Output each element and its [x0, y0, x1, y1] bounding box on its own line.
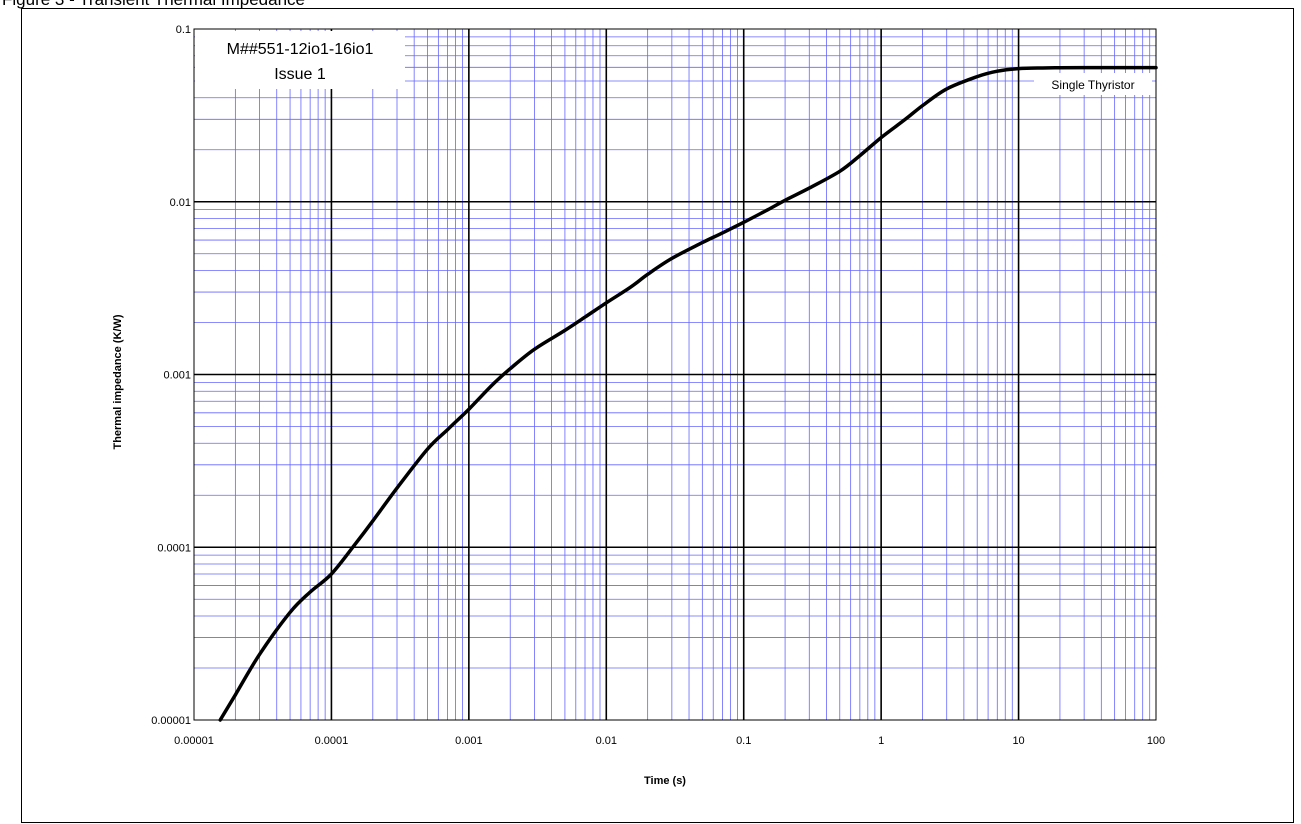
annotation-box	[195, 31, 405, 89]
x-axis-title: Time (s)	[644, 775, 686, 787]
chart-plot: M##551-12io1-16io1 Issue 1 Single Thyris…	[112, 24, 1165, 787]
y-tick-label: 0.01	[170, 197, 191, 209]
series-label-box	[1034, 73, 1152, 95]
series-label-single-thyristor: Single Thyristor	[1051, 78, 1134, 92]
y-axis-tick-labels: 0.00001 0.0001 0.001 0.01 0.1	[151, 24, 191, 727]
y-tick-label: 0.1	[176, 24, 191, 36]
x-tick-label: 0.0001	[315, 735, 349, 747]
y-tick-label: 0.0001	[157, 542, 191, 554]
x-axis-tick-labels: 0.00001 0.0001 0.001 0.01 0.1 1 10 100	[174, 735, 1165, 747]
x-tick-label: 0.00001	[174, 735, 214, 747]
series-line-single-thyristor	[218, 65, 1158, 722]
plot-area-border	[193, 28, 1157, 721]
annotation-part-number: M##551-12io1-16io1	[227, 41, 374, 58]
y-axis-title: Thermal impedance (K/W)	[112, 314, 124, 449]
x-tick-label: 0.1	[736, 735, 751, 747]
chart-frame: M##551-12io1-16io1 Issue 1 Single Thyris…	[21, 8, 1294, 823]
figure-caption: Figure 3 - Transient Thermal Impedance	[2, 0, 305, 10]
y-tick-label: 0.00001	[151, 715, 191, 727]
y-tick-label: 0.001	[163, 370, 191, 382]
x-tick-label: 0.01	[596, 735, 617, 747]
x-tick-label: 10	[1012, 735, 1024, 747]
annotation-issue: Issue 1	[274, 66, 326, 83]
x-tick-label: 0.001	[455, 735, 483, 747]
x-tick-label: 100	[1147, 735, 1165, 747]
x-tick-label: 1	[878, 735, 884, 747]
